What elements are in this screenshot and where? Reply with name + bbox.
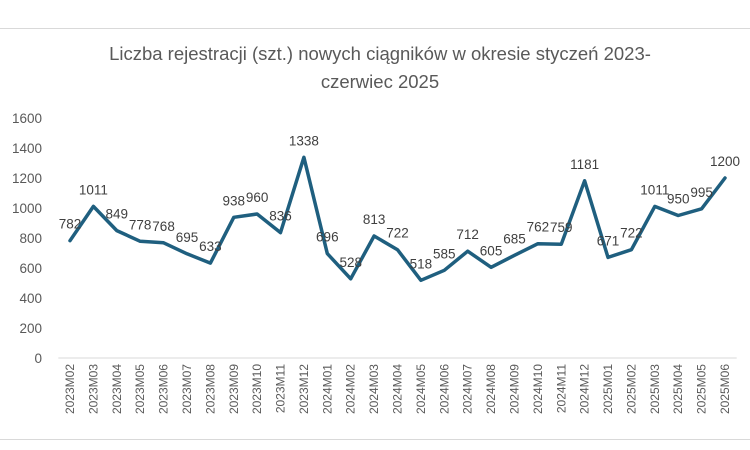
x-tick-label: 2025M01 (601, 364, 615, 414)
series-line (68, 155, 727, 283)
data-label: 518 (410, 256, 433, 271)
chart-title-line-2: czerwiec 2025 (320, 71, 440, 92)
data-label: 762 (527, 220, 550, 235)
x-tick-label: 2024M09 (507, 364, 521, 414)
x-tick-label: 2023M11 (274, 364, 288, 413)
y-tick-label: 800 (19, 231, 42, 246)
y-tick-label: 400 (19, 291, 42, 306)
data-label: 778 (129, 217, 152, 232)
x-tick-label: 2025M05 (695, 364, 709, 414)
x-tick-label: 2024M02 (344, 364, 358, 414)
data-label: 950 (667, 192, 690, 207)
x-axis-ticks: 2023M02 2023M03 2023M04 2023M05 2023M06 2023M… (63, 364, 732, 414)
y-axis-ticks: 0 200 400 600 800 1000 1200 1400 1600 (12, 111, 42, 366)
x-tick-label: 2024M03 (367, 364, 381, 414)
data-label: 759 (550, 220, 573, 235)
data-label: 722 (620, 226, 643, 241)
data-label: 1011 (79, 182, 108, 197)
y-tick-label: 1000 (12, 201, 42, 216)
x-tick-label: 2023M03 (86, 364, 100, 414)
data-label: 1338 (289, 133, 319, 148)
data-label: 836 (269, 209, 292, 224)
data-label: 633 (199, 239, 222, 254)
data-label: 722 (386, 226, 409, 241)
x-tick-label: 2024M11 (554, 364, 568, 413)
x-tick-label: 2024M07 (461, 364, 475, 414)
data-label: 671 (597, 233, 620, 248)
bottom-border (0, 439, 750, 440)
x-tick-label: 2023M08 (203, 364, 217, 414)
y-tick-label: 200 (19, 321, 42, 336)
chart-title-line-1: Liczba rejestracji (szt.) nowych ciągnik… (109, 43, 651, 64)
y-tick-label: 600 (19, 261, 42, 276)
x-tick-label: 2024M04 (391, 364, 405, 414)
data-label: 528 (339, 255, 362, 270)
data-label: 849 (106, 207, 129, 222)
top-border (0, 28, 750, 29)
data-label: 685 (503, 231, 526, 246)
x-tick-label: 2023M05 (133, 364, 147, 414)
x-tick-label: 2023M02 (63, 364, 77, 414)
data-label: 995 (690, 185, 713, 200)
chart-title: Liczba rejestracji (szt.) nowych ciągnik… (60, 40, 700, 96)
y-tick-label: 1600 (12, 111, 42, 126)
x-tick-label: 2023M09 (227, 364, 241, 414)
data-label: 712 (456, 227, 479, 242)
y-tick-label: 1200 (12, 171, 42, 186)
x-tick-label: 2023M10 (250, 364, 264, 414)
x-tick-label: 2023M04 (110, 364, 124, 414)
y-tick-label: 1400 (12, 141, 42, 156)
x-tick-label: 2023M12 (297, 364, 311, 414)
x-tick-label: 2024M06 (437, 364, 451, 414)
data-label: 768 (152, 219, 175, 234)
x-tick-label: 2024M10 (531, 364, 545, 414)
x-tick-label: 2024M12 (578, 364, 592, 414)
data-label: 585 (433, 246, 456, 261)
x-tick-label: 2023M06 (157, 364, 171, 414)
x-tick-label: 2023M07 (180, 364, 194, 414)
data-label: 1011 (640, 182, 669, 197)
data-label: 960 (246, 190, 269, 205)
data-label: 695 (176, 230, 199, 245)
data-label: 782 (59, 217, 82, 232)
x-tick-label: 2024M08 (484, 364, 498, 414)
data-label: 938 (222, 193, 245, 208)
data-label: 605 (480, 243, 503, 258)
data-label: 813 (363, 212, 386, 227)
data-label: 696 (316, 230, 339, 245)
data-label: 1200 (710, 154, 740, 169)
x-tick-label: 2025M02 (624, 364, 638, 414)
x-tick-label: 2025M03 (648, 364, 662, 414)
x-tick-label: 2024M01 (320, 364, 334, 414)
x-tick-label: 2024M05 (414, 364, 428, 414)
x-tick-label: 2025M04 (671, 364, 685, 414)
y-tick-label: 0 (34, 351, 42, 366)
x-tick-label: 2025M06 (718, 364, 732, 414)
data-label: 1181 (570, 157, 599, 172)
